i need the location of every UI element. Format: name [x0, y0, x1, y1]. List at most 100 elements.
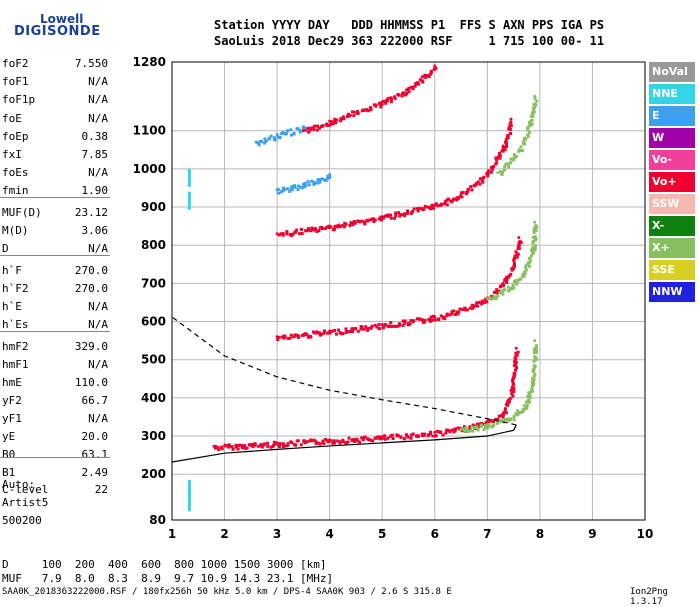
echo-point [511, 283, 515, 287]
echo-point [413, 84, 417, 88]
echo-point [456, 312, 460, 316]
echo-point [333, 441, 337, 445]
echo-point [370, 324, 374, 328]
echo-point [325, 123, 329, 127]
echo-point [416, 207, 420, 211]
echo-point [534, 224, 538, 228]
trace-point [328, 173, 332, 177]
echo-point [353, 221, 357, 225]
echo-point [427, 433, 431, 437]
echo-point [533, 248, 537, 252]
echo-point [280, 190, 284, 194]
echo-point [384, 323, 388, 327]
echo-point [398, 213, 402, 217]
echo-point [456, 426, 460, 430]
echo-point [529, 119, 533, 123]
echo-point [420, 432, 424, 436]
echo-point [439, 314, 443, 318]
echo-point [411, 209, 415, 213]
param-row: h`E N/A [2, 300, 108, 317]
trace-point [522, 270, 526, 274]
param-row: foEs N/A [2, 166, 108, 183]
echo-point [517, 246, 521, 250]
trace-point [496, 171, 500, 175]
separator [0, 331, 110, 332]
echo-point [309, 438, 313, 442]
echo-point [383, 437, 387, 441]
separator [0, 255, 110, 256]
y-tick-label: 200 [141, 467, 166, 481]
param-label: foE [2, 112, 22, 125]
echo-point [470, 188, 474, 192]
nne-echo [187, 493, 191, 512]
echo-point [434, 202, 438, 206]
echo-point [383, 434, 387, 438]
echo-point [532, 103, 536, 107]
param-row: C-level 22 [2, 483, 108, 500]
trace-point [275, 335, 279, 339]
echo-point [482, 428, 486, 432]
legend-item: E [649, 106, 695, 126]
echo-point [396, 93, 400, 97]
muf-value-row: MUF 7.9 8.0 8.3 8.9 9.7 10.9 14.3 23.1 [… [2, 572, 334, 585]
echo-point [403, 319, 407, 323]
trace-point [328, 438, 332, 442]
param-row: yF1 N/A [2, 412, 108, 429]
echo-point [321, 439, 325, 443]
echo-point [514, 362, 518, 366]
echo-point [263, 137, 267, 141]
echo-point [485, 300, 489, 304]
echo-point [533, 235, 537, 239]
echo-point [399, 435, 403, 439]
echo-point [284, 444, 288, 448]
echo-point [214, 446, 218, 450]
echo-point [533, 245, 537, 249]
echo-point [354, 327, 358, 331]
trace-point [380, 435, 384, 439]
echo-point [526, 125, 530, 129]
echo-point [295, 228, 299, 232]
y-tick-label: 800 [141, 238, 166, 252]
echo-point [480, 302, 484, 306]
trace-point [380, 323, 384, 327]
echo-point [289, 333, 293, 337]
echo-point [532, 359, 536, 363]
trace-point [459, 192, 463, 196]
echo-point [337, 223, 341, 227]
echo-point [532, 378, 536, 382]
echo-point [296, 335, 300, 339]
echo-point [409, 85, 413, 89]
echo-point [487, 423, 491, 427]
echo-point [503, 409, 507, 413]
trace-point [212, 444, 216, 448]
legend-item: SSE [649, 260, 695, 280]
echo-point [524, 268, 528, 272]
param-row: fxI 7.85 [2, 148, 108, 165]
echo-point [398, 323, 402, 327]
param-row: h`Es N/A [2, 318, 108, 335]
echo-point [470, 425, 474, 429]
echo-point [428, 207, 432, 211]
trace-point [459, 307, 463, 311]
trace-point [517, 236, 521, 240]
echo-point [470, 303, 474, 307]
echo-point [530, 387, 534, 391]
echo-point [516, 350, 520, 354]
echo-point [531, 241, 535, 245]
echo-point [517, 243, 521, 247]
echo-point [389, 97, 393, 101]
echo-point [293, 185, 297, 189]
echo-point [431, 318, 435, 322]
param-row: foF1p N/A [2, 93, 108, 110]
echo-point [503, 165, 507, 169]
echo-point [328, 331, 332, 335]
echo-point [526, 394, 530, 398]
echo-point [480, 178, 484, 182]
echo-point [533, 225, 537, 229]
echo-point [386, 436, 390, 440]
echo-point [378, 101, 382, 105]
echo-point [508, 132, 512, 136]
echo-point [394, 325, 398, 329]
echo-point [285, 230, 289, 234]
echo-point [278, 442, 282, 446]
